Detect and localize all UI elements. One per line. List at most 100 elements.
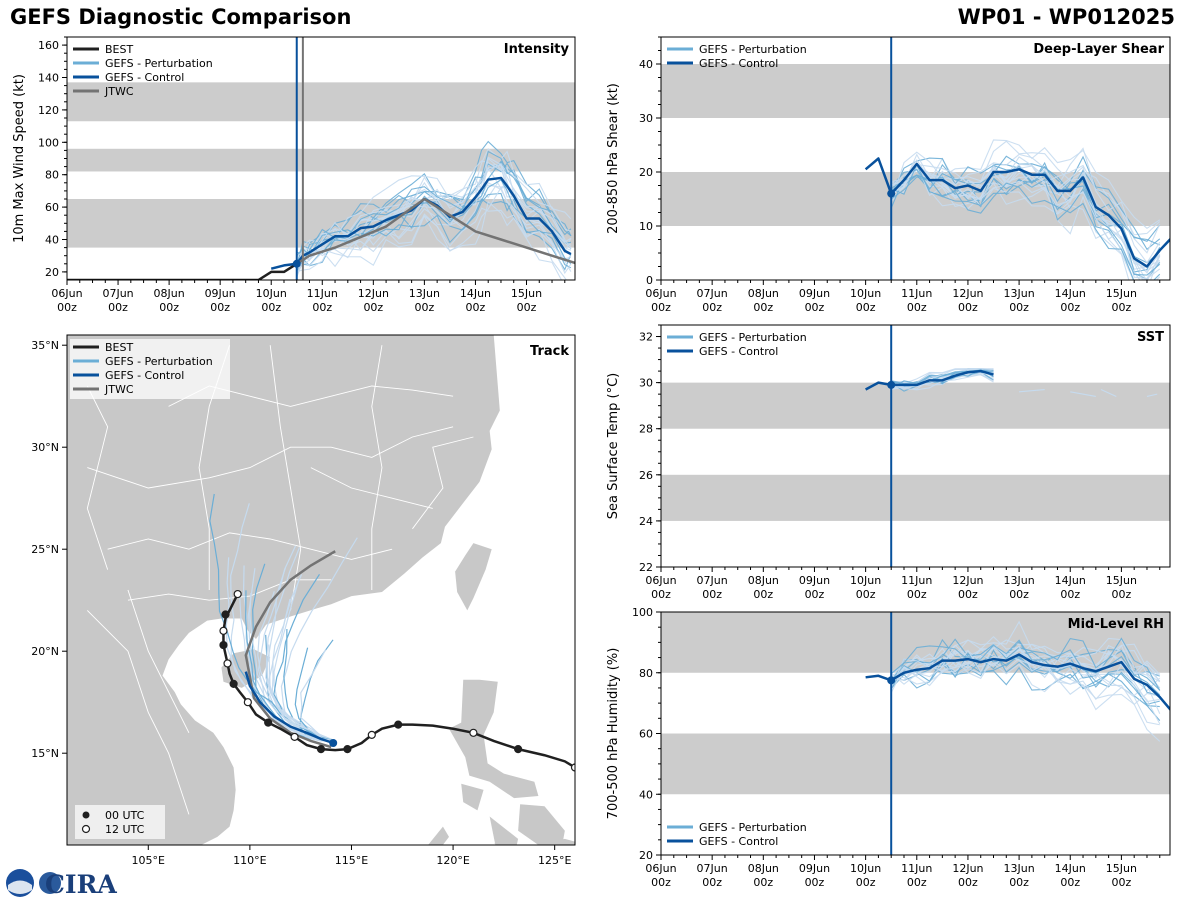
legend-label: JTWC (104, 85, 134, 98)
best-marker-00utc (221, 610, 230, 619)
perturbation-member-line (890, 162, 1161, 280)
perturbation-track (268, 598, 336, 742)
legend-label: GEFS - Perturbation (699, 43, 807, 56)
x-tick-label-day: 07Jun (102, 287, 133, 300)
logo-text: CIRA (45, 870, 117, 898)
legend-label: BEST (105, 341, 133, 354)
y-tick-label: 60 (45, 201, 59, 214)
perturbation-member-line (296, 150, 572, 265)
x-tick-label-hour: 00z (1009, 588, 1029, 601)
legend-label: GEFS - Control (699, 835, 778, 848)
axes-frame (660, 324, 1171, 568)
legend-marker-00utc (82, 811, 90, 819)
x-tick-label-hour: 00z (210, 301, 230, 314)
x-tick-label-day: 12Jun (952, 287, 983, 300)
x-tick-label-hour: 00z (856, 588, 876, 601)
y-tick-label: 32 (639, 331, 653, 344)
map-plot-area (67, 335, 575, 845)
y-tick-label: 24 (639, 515, 653, 528)
plot-area (865, 620, 1170, 742)
x-tick-label-day: 08Jun (154, 287, 185, 300)
perturbation-member-line (1070, 391, 1096, 397)
x-tick-label-hour: 00z (414, 301, 434, 314)
land-island (461, 783, 484, 811)
lon-tick-label: 105°E (132, 854, 165, 867)
perturbation-member-line (296, 186, 572, 278)
x-tick-label-day: 15Jun (1106, 574, 1137, 587)
y-tick-label: 20 (45, 266, 59, 279)
x-tick-label-day: 07Jun (697, 574, 728, 587)
y-tick-label: 80 (45, 169, 59, 182)
legend-label: GEFS - Control (105, 369, 184, 382)
x-tick-label-day: 09Jun (799, 287, 830, 300)
y-tick-label: 20 (639, 166, 653, 179)
init-point-marker (887, 676, 896, 685)
lat-tick-label: 15°N (31, 747, 59, 760)
x-tick-label-hour: 00z (753, 876, 773, 889)
best-marker-00utc (229, 679, 238, 688)
perturbation-member-line (890, 653, 1161, 725)
perturbation-member-line (890, 163, 1161, 280)
x-tick-label-day: 14Jun (1055, 287, 1086, 300)
x-tick-label-hour: 00z (261, 301, 281, 314)
x-tick-label-day: 13Jun (1003, 574, 1034, 587)
province-border (412, 436, 474, 530)
best-track-line (67, 262, 298, 280)
lat-tick-label: 25°N (31, 543, 59, 556)
x-tick-label-hour: 00z (907, 588, 927, 601)
x-tick-label-day: 07Jun (697, 287, 728, 300)
best-marker-00utc (316, 745, 326, 754)
track-map-panel: 105°E 110°E 115°E 120°E 125°E 15°N 20°N 25°N 30°… (31, 334, 576, 867)
land-taiwan (455, 543, 492, 611)
land-luzon (449, 679, 539, 799)
x-tick-label-hour: 00z (753, 588, 773, 601)
shaded-band (67, 199, 575, 248)
x-tick-label-hour: 00z (805, 588, 825, 601)
province-border (127, 589, 190, 734)
x-tick-label-day: 07Jun (697, 862, 728, 875)
x-tick-label-day: 06Jun (645, 574, 676, 587)
x-tick-label-day: 11Jun (901, 287, 932, 300)
legend-label: GEFS - Perturbation (699, 331, 807, 344)
perturbation-member-line (1100, 389, 1117, 397)
shaded-band (67, 82, 575, 122)
best-marker-12utc (223, 659, 232, 668)
y-tick-label: 30 (639, 112, 653, 125)
best-marker-00utc (514, 745, 523, 754)
y-tick-label: 160 (38, 39, 59, 52)
legend-label: GEFS - Perturbation (105, 355, 213, 368)
x-tick-label-day: 06Jun (51, 287, 82, 300)
init-point-marker (887, 380, 896, 389)
x-tick-label-hour: 00z (958, 588, 978, 601)
lon-tick-label: 125°E (538, 854, 571, 867)
perturbation-member-line (296, 181, 572, 275)
province-border (371, 345, 383, 590)
x-tick-label-day: 12Jun (952, 862, 983, 875)
x-tick-label-day: 09Jun (799, 574, 830, 587)
figure-title: GEFS Diagnostic Comparison (10, 5, 352, 29)
x-tick-label-day: 13Jun (1003, 862, 1034, 875)
init-point-marker (292, 259, 301, 268)
x-tick-label-day: 11Jun (901, 862, 932, 875)
perturbation-member-line (890, 649, 1161, 691)
best-marker-12utc (469, 728, 478, 737)
perturbation-member-line (296, 207, 567, 280)
x-tick-label-hour: 00z (159, 301, 179, 314)
perturbation-member-line (296, 162, 572, 267)
panel-title: Deep-Layer Shear (1033, 42, 1164, 57)
shear-panel: 01020304006Jun00z07Jun00z08Jun00z09Jun00… (606, 36, 1171, 314)
x-tick-label-hour: 00z (702, 876, 722, 889)
x-tick-label-day: 11Jun (307, 287, 338, 300)
perturbation-member-line (890, 644, 1161, 693)
globe-icon (39, 872, 61, 894)
panel-title: SST (1137, 330, 1164, 345)
y-tick-label: 22 (639, 561, 653, 574)
perturbation-member-line (890, 153, 1161, 272)
control-track (244, 671, 334, 745)
legend-label: GEFS - Control (105, 71, 184, 84)
x-tick-label-day: 11Jun (901, 574, 932, 587)
perturbation-track (225, 557, 336, 742)
perturbation-member-line (891, 163, 1161, 280)
x-tick-label-day: 10Jun (850, 574, 881, 587)
cira-logo: CIRA (6, 869, 117, 898)
